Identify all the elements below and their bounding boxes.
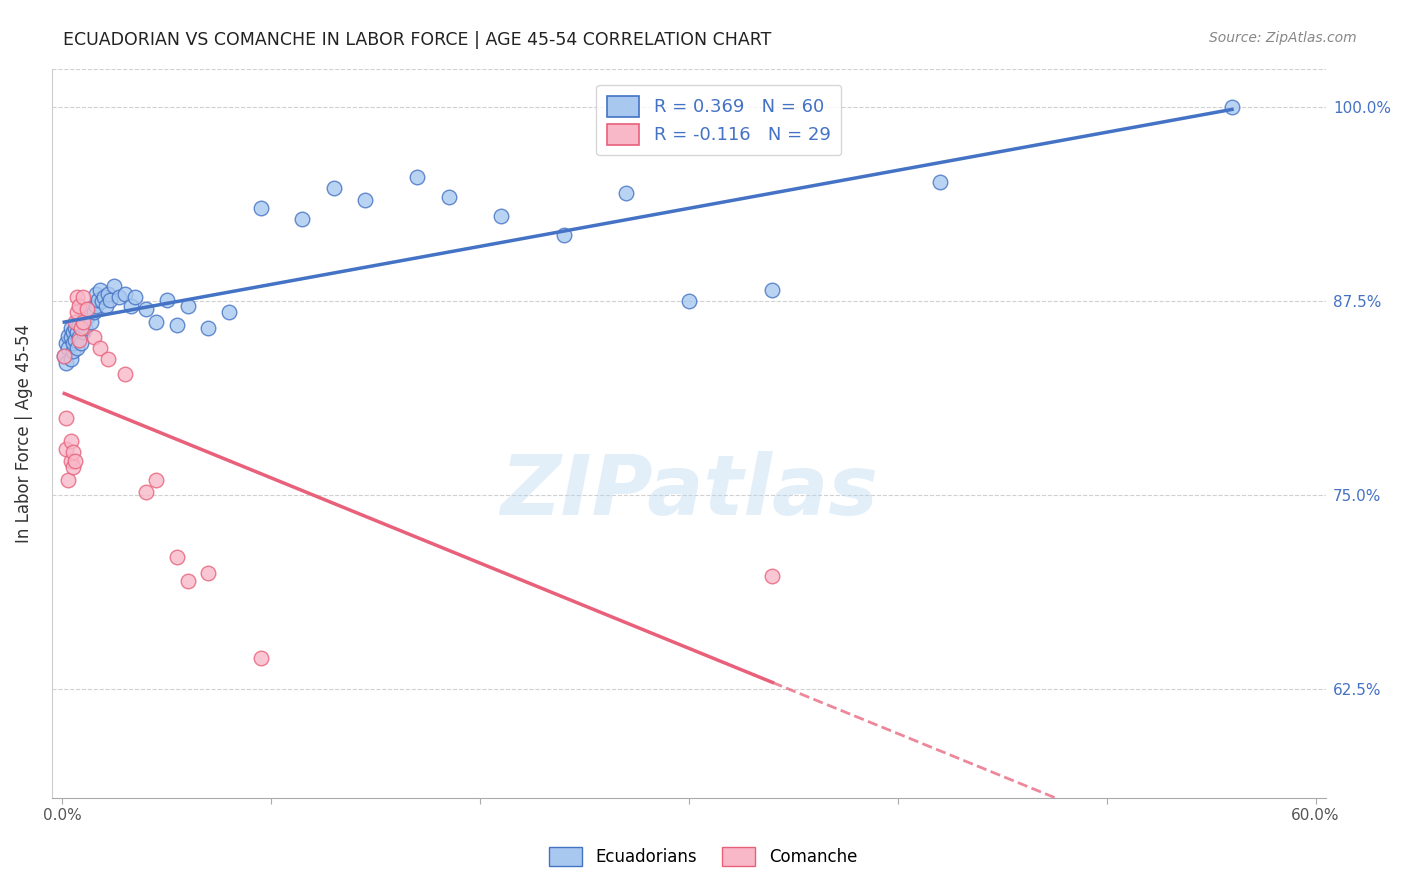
Point	[84, 299, 107, 313]
Point	[58, 328, 80, 343]
Point	[70, 336, 93, 351]
Point	[553, 227, 575, 242]
Point	[145, 314, 167, 328]
Point	[98, 293, 121, 307]
Point	[67, 333, 90, 347]
Point	[67, 299, 90, 313]
Point	[114, 368, 136, 382]
Point	[197, 566, 219, 580]
Point	[55, 356, 77, 370]
Point	[72, 314, 94, 328]
Point	[62, 344, 84, 359]
Point	[59, 454, 82, 468]
Point	[63, 333, 86, 347]
Point	[76, 310, 98, 324]
Point	[62, 460, 84, 475]
Point	[90, 294, 112, 309]
Point	[62, 326, 84, 340]
Point	[58, 341, 80, 355]
Y-axis label: In Labor Force | Age 45-54: In Labor Force | Age 45-54	[15, 324, 32, 543]
Point	[135, 485, 157, 500]
Point	[67, 330, 90, 344]
Point	[83, 305, 105, 319]
Point	[66, 290, 89, 304]
Point	[55, 442, 77, 456]
Point	[291, 212, 314, 227]
Text: ECUADORIAN VS COMANCHE IN LABOR FORCE | AGE 45-54 CORRELATION CHART: ECUADORIAN VS COMANCHE IN LABOR FORCE | …	[63, 31, 772, 49]
Point	[84, 286, 107, 301]
Point	[176, 574, 198, 588]
Point	[79, 302, 101, 317]
Point	[63, 454, 86, 468]
Point	[249, 651, 271, 665]
Point	[72, 290, 94, 304]
Point	[322, 181, 344, 195]
Point	[107, 290, 129, 304]
Point	[166, 318, 188, 332]
Point	[66, 314, 89, 328]
Point	[97, 286, 120, 301]
Point	[218, 305, 240, 319]
Text: ZIPatlas: ZIPatlas	[501, 451, 877, 533]
Point	[89, 341, 111, 355]
Point	[928, 175, 950, 189]
Point	[59, 330, 82, 344]
Point	[489, 209, 512, 223]
Point	[72, 326, 94, 340]
Point	[135, 302, 157, 317]
Point	[63, 320, 86, 334]
Point	[89, 284, 111, 298]
Point	[197, 320, 219, 334]
Point	[66, 305, 89, 319]
Point	[97, 351, 120, 366]
Point	[145, 473, 167, 487]
Point	[59, 434, 82, 448]
Text: Source: ZipAtlas.com: Source: ZipAtlas.com	[1209, 31, 1357, 45]
Point	[53, 349, 76, 363]
Point	[86, 293, 108, 307]
Point	[120, 299, 142, 313]
Point	[83, 330, 105, 344]
Point	[55, 336, 77, 351]
Point	[75, 320, 97, 334]
Point	[63, 314, 86, 328]
Point	[62, 445, 84, 459]
Point	[59, 351, 82, 366]
Legend: Ecuadorians, Comanche: Ecuadorians, Comanche	[543, 840, 863, 873]
Point	[249, 201, 271, 215]
Point	[614, 186, 637, 200]
Point	[58, 473, 80, 487]
Point	[761, 569, 783, 583]
Point	[166, 550, 188, 565]
Point	[176, 299, 198, 313]
Point	[72, 314, 94, 328]
Point	[76, 302, 98, 317]
Point	[94, 299, 117, 313]
Point	[437, 190, 460, 204]
Point	[103, 278, 125, 293]
Point	[67, 318, 90, 332]
Point	[761, 284, 783, 298]
Legend: R = 0.369   N = 60, R = -0.116   N = 29: R = 0.369 N = 60, R = -0.116 N = 29	[596, 85, 841, 155]
Point	[93, 290, 115, 304]
Point	[114, 286, 136, 301]
Point	[70, 320, 93, 334]
Point	[80, 314, 103, 328]
Point	[55, 410, 77, 425]
Point	[124, 290, 146, 304]
Point	[62, 336, 84, 351]
Point	[406, 170, 429, 185]
Point	[156, 293, 179, 307]
Point	[59, 320, 82, 334]
Point	[66, 326, 89, 340]
Point	[66, 341, 89, 355]
Point	[53, 349, 76, 363]
Point	[678, 294, 700, 309]
Point	[1220, 100, 1243, 114]
Point	[354, 194, 377, 208]
